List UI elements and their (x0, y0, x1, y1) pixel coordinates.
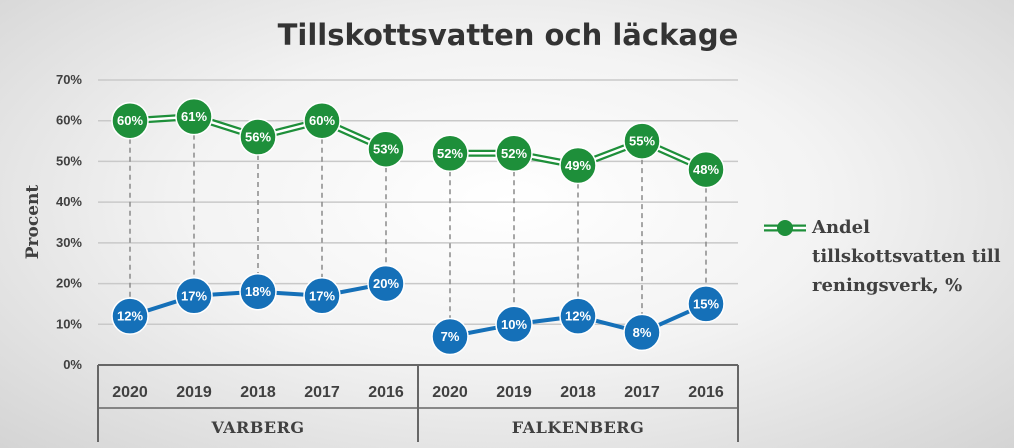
x-axis-ticks: 2020 2019 2018 2017 2016 2020 2019 2018 2017 2016 (112, 384, 724, 401)
data-point (175, 277, 213, 315)
data-point (367, 264, 405, 303)
x-tick-label: 2018 (560, 384, 596, 401)
x-tick-label: 2016 (688, 384, 724, 401)
data-point (239, 118, 277, 156)
data-markers: 60% 61% 56% 60% 53% 52% 52% 49% 55% 48% 12% 17% 18% 1… (111, 97, 725, 356)
legend-label-line: tillskottsvatten till (812, 246, 1001, 267)
data-point (559, 146, 597, 185)
data-label: 10% (501, 317, 527, 332)
legend-label-line: Andel (811, 217, 870, 238)
x-tick-label: 2019 (496, 384, 532, 401)
data-point (431, 317, 469, 356)
data-point (495, 305, 533, 344)
y-tick-label: 50% (56, 153, 82, 168)
data-label: 8% (633, 325, 652, 340)
data-label: 55% (629, 134, 655, 149)
x-tick-label: 2017 (624, 384, 660, 401)
x-tick-label: 2020 (432, 384, 468, 401)
y-axis-ticks: 0% 10% 20% 30% 40% 50% 60% 70% (56, 72, 82, 372)
x-tick-label: 2017 (304, 384, 340, 401)
series-lines (129, 113, 708, 339)
data-label: 48% (693, 162, 719, 177)
data-point (303, 101, 341, 140)
x-tick-label: 2019 (176, 384, 212, 401)
legend-label-line: reningsverk, % (812, 275, 962, 296)
group-label: FALKENBERG (512, 418, 645, 437)
data-label: 17% (181, 288, 207, 303)
data-point (367, 130, 405, 168)
chart-title: Tillskottsvatten och läckage (278, 18, 739, 52)
data-label: 52% (501, 146, 527, 161)
x-tick-label: 2016 (368, 384, 404, 401)
data-label: 52% (437, 146, 463, 161)
legend: Andel tillskottsvatten till reningsverk, % (764, 217, 1001, 296)
y-tick-label: 20% (56, 276, 82, 291)
data-point (623, 122, 661, 160)
y-tick-label: 10% (56, 316, 82, 331)
data-point (111, 101, 149, 140)
data-point (111, 297, 149, 335)
data-point (559, 297, 597, 335)
group-label: VARBERG (210, 418, 304, 437)
data-point (623, 313, 661, 352)
data-point (687, 285, 725, 323)
legend-marker (777, 220, 793, 236)
y-tick-label: 0% (63, 357, 82, 372)
data-label: 18% (245, 284, 271, 299)
data-label: 15% (693, 296, 719, 311)
data-label: 53% (373, 142, 399, 157)
x-tick-label: 2018 (240, 384, 276, 401)
data-label: 56% (245, 130, 271, 145)
data-point (431, 134, 469, 173)
data-label: 7% (441, 329, 460, 344)
data-label: 12% (117, 309, 143, 324)
data-label: 12% (565, 309, 591, 324)
data-label: 60% (117, 113, 143, 128)
y-tick-label: 60% (56, 113, 82, 128)
y-axis-label: Procent (23, 185, 43, 260)
y-tick-label: 40% (56, 194, 82, 209)
y-tick-label: 30% (56, 235, 82, 250)
x-axis-box (97, 364, 739, 442)
data-point (495, 134, 533, 173)
data-label: 49% (565, 158, 591, 173)
x-tick-label: 2020 (112, 384, 148, 401)
data-label: 20% (373, 276, 399, 291)
data-label: 17% (309, 288, 335, 303)
data-label: 60% (309, 113, 335, 128)
data-point (175, 97, 213, 136)
y-tick-label: 70% (56, 72, 82, 87)
legend-label: Andel tillskottsvatten till reningsverk, % (811, 217, 1001, 296)
data-point (303, 277, 341, 315)
x-axis-groups: VARBERG FALKENBERG (210, 418, 645, 437)
data-label: 61% (181, 109, 207, 124)
data-point (239, 272, 277, 311)
drop-lines (129, 116, 707, 337)
data-point (687, 150, 725, 189)
